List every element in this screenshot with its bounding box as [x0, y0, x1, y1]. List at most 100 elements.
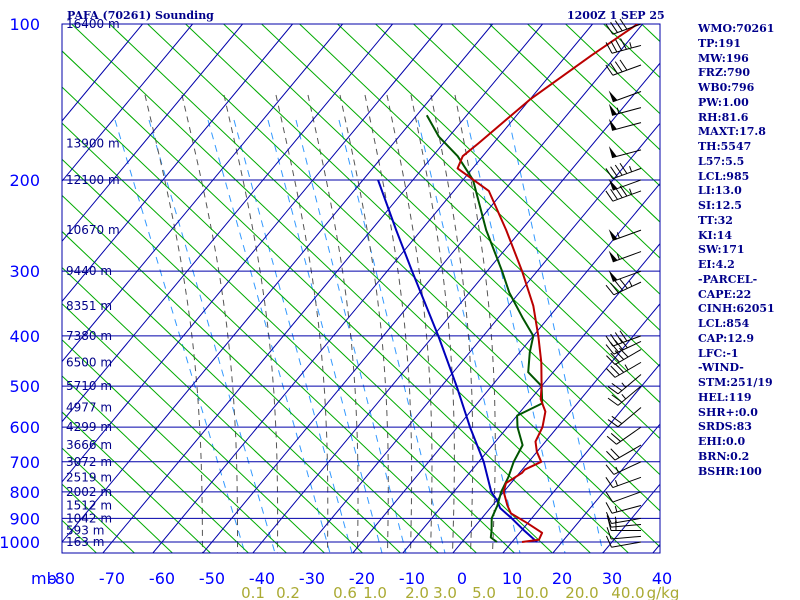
wind-barb-feather: [605, 491, 614, 503]
height-label: 10670 m: [66, 223, 120, 237]
wind-barb: [605, 163, 642, 180]
index-item: BSHR:100: [698, 464, 762, 478]
moist-adiabats: [144, 94, 496, 553]
wind-barb-feather: [605, 190, 614, 202]
dry-adiabat: [62, 158, 478, 553]
wind-barb-half-feather: [614, 516, 617, 523]
moist-adiabat: [410, 94, 455, 553]
wind-barb-feather: [614, 20, 623, 32]
wind-barb-feather: [605, 284, 615, 296]
wind-barb-feather: [605, 64, 614, 76]
sounding-series: [377, 24, 639, 543]
mixing-ratio-label: 0.1: [241, 584, 265, 600]
dry-adiabat: [146, 24, 660, 512]
height-label: 4977 m: [66, 401, 112, 415]
pressure-label-800: 800: [9, 483, 40, 502]
height-label: 8351 m: [66, 299, 112, 313]
index-item: WB0:796: [698, 81, 755, 94]
wind-barb-feather: [619, 59, 628, 71]
temperature-tick: 40: [652, 569, 672, 588]
isotherm: [552, 423, 660, 553]
pressure-label-100: 100: [9, 15, 40, 34]
height-label: 2002 m: [66, 485, 112, 499]
sounding-title: PAFA (70261) Sounding: [67, 9, 214, 22]
height-label: 163 m: [66, 535, 104, 549]
wind-barb-feather: [607, 419, 619, 428]
wind-barb-feather: [611, 415, 623, 424]
wind-barb-feather: [614, 350, 625, 360]
wind-barb-feather: [605, 502, 613, 514]
wind-barb-feather: [611, 382, 623, 392]
wind-barb: [605, 278, 642, 296]
wind-barb: [605, 330, 642, 347]
wind-barb-feather: [606, 435, 617, 445]
height-label: 2519 m: [66, 470, 112, 484]
temperature-tick: -30: [299, 569, 325, 588]
moist-adiabat: [339, 94, 389, 553]
mixing-ratio-line: [114, 119, 246, 553]
wind-barb-feather: [619, 278, 628, 289]
isotherm: [62, 24, 393, 423]
wind-barb: [608, 146, 642, 159]
wind-barb: [606, 426, 642, 445]
wind-barb: [608, 270, 642, 282]
wind-barb-feather: [606, 450, 616, 461]
wind-barb-feather: [610, 188, 618, 200]
isotherm: [152, 24, 593, 553]
wind-barb-half-feather: [615, 466, 619, 473]
height-label: 4299 m: [66, 420, 112, 434]
wind-barb-feather: [605, 535, 612, 548]
wind-barb-feather: [611, 394, 623, 403]
pressure-label-300: 300: [9, 262, 40, 281]
dry-adiabat: [488, 24, 660, 187]
height-label: 12100 m: [66, 173, 120, 187]
wind-barb-half-feather: [616, 107, 620, 114]
index-item: SW:171: [698, 243, 745, 257]
mixing-ratio-line: [338, 119, 446, 553]
height-label: 5710 m: [66, 379, 112, 393]
grid: [62, 24, 660, 553]
wind-barb-feather: [607, 386, 619, 395]
wind-barb-staff: [613, 340, 642, 355]
wind-barb-flag: [608, 270, 618, 282]
mixing-ratio-line: [508, 119, 604, 553]
index-item: TH:5547: [698, 140, 752, 153]
wind-barb-half-feather: [616, 232, 620, 239]
wind-barb-feather: [614, 164, 623, 176]
wind-barb-feather: [610, 40, 618, 53]
index-item: -WIND-: [698, 361, 744, 375]
pressure-label-200: 200: [9, 171, 40, 190]
sounding-time: 1200Z 1 SEP 25: [567, 9, 665, 22]
wind-barb: [606, 361, 642, 378]
index-item: CAPE:22: [698, 287, 752, 301]
wind-barb: [608, 103, 642, 116]
wind-barb-feather: [605, 344, 615, 355]
y-axis-label: mb: [31, 569, 57, 588]
wind-barb-feather: [614, 339, 624, 351]
index-item: CAP:12.9: [698, 331, 755, 345]
temperature-tick: -20: [349, 569, 375, 588]
index-item: MW:196: [698, 51, 749, 65]
index-item: LCL:985: [698, 169, 750, 183]
index-item: PW:1.00: [698, 95, 749, 109]
wind-barb-feather: [610, 63, 618, 74]
wind-barb-staff: [611, 541, 642, 548]
mixing-ratio-label: 5.0: [472, 584, 496, 600]
wind-barb: [605, 18, 642, 35]
wind-barb-half-feather: [614, 506, 618, 513]
dry-adiabat: [62, 483, 136, 553]
wind-barb-flag: [608, 90, 618, 102]
dry-adiabat: [62, 194, 440, 553]
dry-adiabat: [62, 122, 516, 553]
dry-adiabat: [374, 24, 660, 295]
dry-adiabat: [62, 50, 592, 553]
isotherm: [252, 62, 660, 553]
height-label: 13900 m: [66, 136, 120, 150]
wind-barb-feather: [619, 337, 628, 349]
wind-barb-staff: [617, 385, 642, 406]
wind-barb: [607, 385, 642, 406]
dry-adiabat: [336, 24, 660, 331]
mixing-ratio-label: 0.6: [333, 584, 357, 600]
moist-adiabat: [454, 94, 496, 553]
wind-barb-half-feather: [621, 382, 627, 388]
